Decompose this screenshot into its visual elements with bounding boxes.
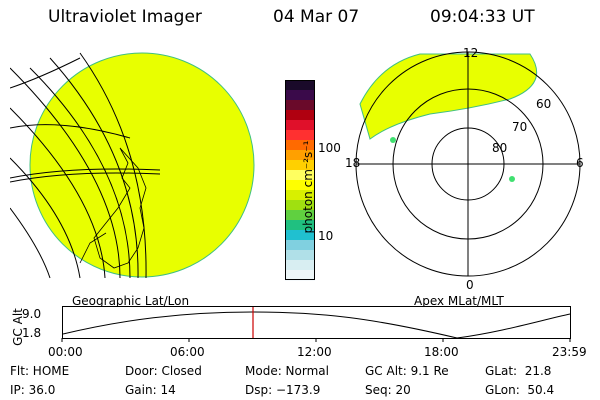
alt-xtick-1800: 18:00 <box>424 345 459 359</box>
emission-region <box>359 53 538 140</box>
flight-label: Flt: HOME <box>10 364 70 378</box>
ip-label: IP: 36.0 <box>10 383 56 397</box>
alt-xtick-0000: 00:00 <box>48 345 83 359</box>
colorbar-tick-10: 10 <box>318 229 334 243</box>
dsp-label: Dsp: −173.9 <box>245 383 321 397</box>
colorbar-swatch <box>285 250 315 261</box>
geographic-map-panel <box>10 52 255 279</box>
colorbar-swatch <box>285 200 315 211</box>
mlt-label-12: 12 <box>463 46 479 60</box>
colorbar <box>285 80 315 281</box>
gc-alt-label: GC Alt: 9.1 Re <box>365 364 449 378</box>
door-label: Door: Closed <box>125 364 202 378</box>
left-panel-caption: Geographic Lat/Lon <box>72 294 190 308</box>
colorbar-swatch <box>285 160 315 171</box>
lat-label-70: 70 <box>512 120 528 134</box>
colorbar-unit-label: photon cm⁻²s⁻¹ <box>301 140 315 234</box>
colorbar-tick-100: 100 <box>318 141 341 155</box>
polar-mlat-mlt-plot <box>355 51 581 277</box>
alt-xtick-0600: 06:00 <box>170 345 205 359</box>
colorbar-swatch <box>285 130 315 141</box>
mode-label: Mode: Normal <box>245 364 329 378</box>
alt-ytick-low: 1.8 <box>22 326 42 340</box>
instrument-title: Ultraviolet Imager <box>48 7 202 27</box>
colorbar-swatch <box>285 180 315 191</box>
emission-dot-left <box>390 137 396 143</box>
colorbar-swatch <box>285 240 315 251</box>
earth-disk <box>29 52 255 278</box>
lat-label-60: 60 <box>536 97 552 111</box>
colorbar-swatch <box>285 90 315 101</box>
glon-label: GLon: 50.4 <box>485 383 555 397</box>
seq-label: Seq: 20 <box>365 383 411 397</box>
colorbar-swatch <box>285 140 315 151</box>
colorbar-swatch <box>285 210 315 221</box>
alt-strip-plot <box>61 306 571 342</box>
colorbar-swatch <box>285 220 315 231</box>
date-label: 04 Mar 07 <box>273 7 360 27</box>
colorbar-swatch <box>285 230 315 241</box>
colorbar-swatch <box>285 110 315 121</box>
colorbar-swatch <box>285 120 315 131</box>
colorbar-swatch <box>285 80 315 91</box>
time-label: 09:04:33 UT <box>430 7 535 27</box>
mlt-label-18: 18 <box>345 156 361 170</box>
mlt-label-6: 6 <box>576 156 584 170</box>
colorbar-swatch <box>285 260 315 271</box>
colorbar-swatch <box>285 100 315 111</box>
gain-label: Gain: 14 <box>125 383 176 397</box>
colorbar-swatch <box>285 150 315 161</box>
alt-ytick-high: 9.0 <box>22 307 42 321</box>
emission-dot-right <box>509 176 515 182</box>
right-panel-caption: Apex MLat/MLT <box>414 294 504 308</box>
glat-label: GLat: 21.8 <box>485 364 552 378</box>
colorbar-swatch <box>285 270 315 281</box>
alt-xtick-2359: 23:59 <box>552 345 587 359</box>
lat-label-80: 80 <box>492 141 508 155</box>
colorbar-swatch <box>285 170 315 181</box>
mlt-label-0: 0 <box>466 278 474 292</box>
altitude-curve <box>62 311 571 339</box>
alt-xtick-1200: 12:00 <box>297 345 332 359</box>
colorbar-swatch <box>285 190 315 201</box>
